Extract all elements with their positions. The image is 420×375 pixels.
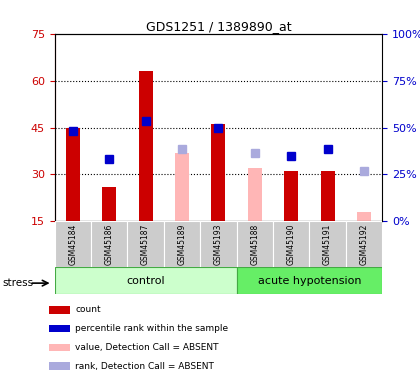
Bar: [102, 187, 116, 221]
Bar: [91, 221, 127, 268]
Bar: [357, 212, 371, 221]
Bar: [200, 221, 236, 268]
Bar: [310, 221, 346, 268]
Bar: [284, 171, 298, 221]
Bar: [164, 221, 200, 268]
Text: GSM45190: GSM45190: [287, 224, 296, 266]
Text: rank, Detection Call = ABSENT: rank, Detection Call = ABSENT: [75, 362, 214, 370]
Bar: [248, 168, 262, 221]
Bar: [50, 362, 70, 370]
Text: control: control: [126, 276, 165, 286]
Text: GSM45191: GSM45191: [323, 224, 332, 266]
Text: GSM45193: GSM45193: [214, 224, 223, 266]
Text: acute hypotension: acute hypotension: [257, 276, 361, 286]
Bar: [139, 71, 152, 221]
Bar: [248, 168, 262, 221]
Bar: [50, 344, 70, 351]
Bar: [236, 267, 382, 294]
Title: GDS1251 / 1389890_at: GDS1251 / 1389890_at: [146, 20, 291, 33]
Bar: [66, 128, 80, 221]
Text: GSM45187: GSM45187: [141, 224, 150, 266]
Text: stress: stress: [2, 278, 33, 288]
Bar: [50, 325, 70, 332]
Text: GSM45189: GSM45189: [178, 224, 186, 266]
Bar: [55, 267, 236, 294]
Bar: [175, 153, 189, 221]
Text: GSM45188: GSM45188: [250, 224, 259, 266]
Bar: [127, 221, 164, 268]
Text: GSM45192: GSM45192: [360, 224, 368, 266]
Text: count: count: [75, 305, 101, 314]
Text: GSM45186: GSM45186: [105, 224, 114, 266]
Bar: [55, 221, 91, 268]
Bar: [50, 306, 70, 314]
Bar: [346, 221, 382, 268]
Text: value, Detection Call = ABSENT: value, Detection Call = ABSENT: [75, 343, 219, 352]
Bar: [273, 221, 310, 268]
Bar: [236, 221, 273, 268]
Bar: [321, 171, 334, 221]
Bar: [212, 124, 225, 221]
Text: percentile rank within the sample: percentile rank within the sample: [75, 324, 228, 333]
Text: GSM45184: GSM45184: [68, 224, 77, 266]
